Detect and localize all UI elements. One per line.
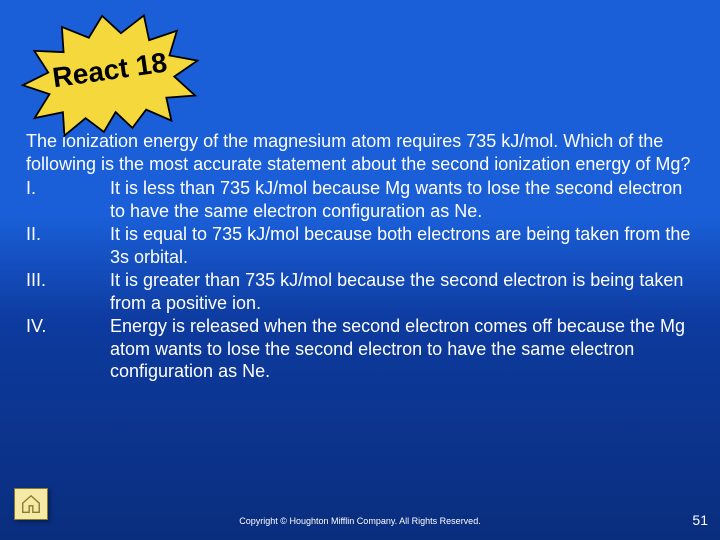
option-text: It is less than 735 kJ/mol because Mg wa… (110, 177, 694, 223)
option-text: It is equal to 735 kJ/mol because both e… (110, 223, 694, 269)
list-item: III. It is greater than 735 kJ/mol becau… (26, 269, 694, 315)
copyright-text: Copyright © Houghton Mifflin Company. Al… (239, 516, 480, 526)
question-stem: The ionization energy of the magnesium a… (26, 130, 694, 175)
home-button[interactable] (14, 488, 48, 520)
option-text: It is greater than 735 kJ/mol because th… (110, 269, 694, 315)
list-item: I. It is less than 735 kJ/mol because Mg… (26, 177, 694, 223)
list-item: II. It is equal to 735 kJ/mol because bo… (26, 223, 694, 269)
option-numeral: I. (26, 177, 110, 223)
category-starburst: React 18 (13, 0, 208, 144)
option-numeral: III. (26, 269, 110, 315)
home-icon (20, 493, 42, 515)
list-item: IV. Energy is released when the second e… (26, 315, 694, 384)
page-number: 51 (692, 512, 708, 528)
question-content: The ionization energy of the magnesium a… (26, 130, 694, 384)
options-list: I. It is less than 735 kJ/mol because Mg… (26, 177, 694, 384)
option-text: Energy is released when the second elect… (110, 315, 694, 384)
option-numeral: II. (26, 223, 110, 269)
option-numeral: IV. (26, 315, 110, 384)
